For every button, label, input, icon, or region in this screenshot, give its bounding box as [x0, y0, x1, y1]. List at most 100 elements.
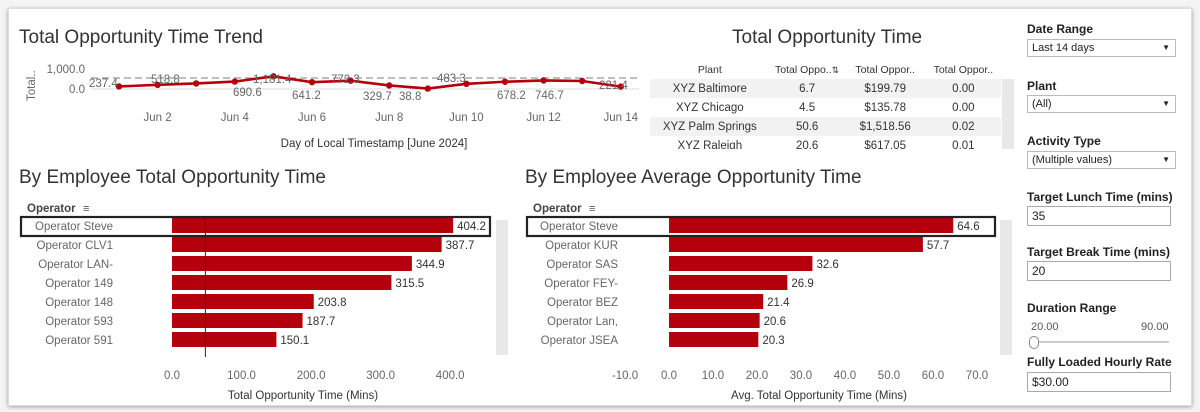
emp-total-x-axis-title: Total Opportunity Time (Mins) — [228, 390, 378, 402]
bar[interactable] — [669, 332, 759, 347]
operator-label[interactable]: Operator 148 — [45, 297, 113, 309]
operator-label[interactable]: Operator BEZ — [547, 297, 618, 309]
duration-range-min-handle[interactable] — [1029, 336, 1039, 349]
bar-value-label: 20.3 — [762, 335, 784, 347]
trend-point[interactable] — [386, 82, 393, 89]
trend-point-label: 518.8 — [151, 74, 180, 86]
trend-point[interactable] — [154, 81, 161, 89]
total-table[interactable]: Plant Total Oppo..⇅ Total Oppor.. Total … — [650, 61, 1001, 149]
table-cell: $617.05 — [864, 139, 906, 150]
sort-icon[interactable]: ≡ — [83, 203, 89, 215]
trend-series-line — [118, 75, 621, 90]
sort-icon: ⇅ — [831, 65, 840, 75]
bar-value-label: 64.6 — [957, 221, 979, 233]
operator-label[interactable]: Operator 149 — [45, 278, 113, 290]
bar[interactable] — [669, 256, 813, 271]
x-tick: 50.0 — [878, 370, 900, 382]
trend-point[interactable] — [115, 83, 123, 90]
trend-point[interactable] — [540, 77, 547, 84]
bar-value-label: 203.8 — [318, 297, 347, 309]
operator-label[interactable]: Operator Lan, — [547, 316, 618, 328]
table-cell-plant: XYZ Palm Springs — [650, 117, 770, 136]
bar[interactable] — [172, 313, 303, 328]
target-break-label: Target Break Time (mins) — [1027, 245, 1170, 259]
activity-type-dropdown[interactable]: (Multiple values) ▼ — [1027, 151, 1176, 169]
trend-point-label: 746.7 — [535, 90, 564, 102]
x-tick: 30.0 — [790, 370, 812, 382]
operator-label[interactable]: Operator Steve — [35, 221, 113, 233]
hourly-rate-input[interactable]: $30.00 — [1027, 372, 1171, 392]
chevron-down-icon: ▼ — [1162, 99, 1170, 108]
bar[interactable] — [172, 294, 314, 309]
table-cell: 0.00 — [925, 79, 1001, 98]
emp-avg-title: By Employee Average Opportunity Time — [525, 167, 862, 188]
emp-total-chart[interactable]: Operator ≡ Operator Steve 404.2 Operator C… — [9, 197, 509, 403]
trend-point[interactable] — [501, 78, 509, 85]
header-total-opp-cost[interactable]: Total Oppor.. — [855, 64, 915, 76]
duration-range-min: 20.00 — [1031, 321, 1059, 333]
total-table-scrollbar[interactable] — [1002, 79, 1014, 149]
trend-point[interactable] — [347, 77, 354, 84]
bar[interactable] — [669, 275, 788, 290]
operator-label[interactable]: Operator JSEA — [541, 335, 619, 347]
table-row[interactable]: XYZ Baltimore 6.7 $199.79 0.00 — [650, 79, 1001, 98]
emp-avg-operator-header[interactable]: Operator — [533, 203, 582, 215]
date-range-dropdown[interactable]: Last 14 days ▼ — [1027, 39, 1176, 57]
trend-point-label: 221.4 — [599, 80, 628, 92]
trend-point[interactable] — [617, 83, 624, 90]
plant-value: (All) — [1032, 98, 1052, 110]
x-tick: 70.0 — [966, 370, 988, 382]
table-cell: $199.79 — [844, 79, 926, 98]
operator-label[interactable]: Operator KUR — [545, 240, 618, 252]
duration-range-max: 90.00 — [1141, 321, 1169, 333]
operator-label[interactable]: Operator FEY- — [544, 278, 618, 290]
trend-point[interactable] — [231, 78, 238, 85]
x-tick: 400.0 — [436, 370, 465, 382]
table-row[interactable]: XYZ Palm Springs 50.6 $1,518.56 0.02 — [650, 117, 1001, 136]
hourly-rate-label: Fully Loaded Hourly Rate — [1027, 355, 1172, 369]
duration-range-track[interactable] — [1031, 341, 1169, 343]
bar[interactable] — [172, 237, 442, 252]
chevron-down-icon: ▼ — [1162, 155, 1170, 164]
trend-point[interactable] — [308, 78, 316, 86]
table-row[interactable]: XYZ Chicago 4.5 $135.78 0.00 — [650, 98, 1001, 117]
target-break-input[interactable]: 20 — [1027, 261, 1171, 281]
bar[interactable] — [172, 275, 392, 290]
operator-label[interactable]: Operator SAS — [546, 259, 618, 271]
target-lunch-input[interactable]: 35 — [1027, 206, 1171, 226]
x-tick: 100.0 — [227, 370, 256, 382]
trend-point[interactable] — [193, 80, 200, 87]
operator-label[interactable]: Operator 593 — [45, 316, 113, 328]
trend-point-label: 483.3 — [437, 73, 466, 85]
trend-y-tick: 0.0 — [69, 84, 85, 96]
emp-avg-chart[interactable]: Operator ≡ Operator Steve 64.6 Operator KU… — [514, 197, 1014, 403]
bar[interactable] — [172, 332, 277, 347]
operator-label[interactable]: Operator LAN- — [38, 259, 113, 271]
trend-point-label: 329.7 — [363, 91, 392, 103]
emp-total-title: By Employee Total Opportunity Time — [19, 167, 326, 188]
header-total-opp-mins[interactable]: Total Oppo..⇅ — [770, 61, 845, 79]
operator-label[interactable]: Operator 591 — [45, 335, 113, 347]
bar[interactable] — [669, 218, 954, 233]
trend-point[interactable] — [424, 85, 431, 92]
table-row[interactable]: XYZ Raleigh 20.6 $617.05 0.01 — [650, 136, 1001, 150]
plant-dropdown[interactable]: (All) ▼ — [1027, 95, 1176, 113]
bar[interactable] — [669, 237, 923, 252]
bar[interactable] — [172, 218, 454, 233]
sort-icon[interactable]: ≡ — [589, 203, 595, 215]
trend-point[interactable] — [463, 80, 470, 88]
bar[interactable] — [669, 294, 764, 309]
table-cell: 4.5 — [799, 101, 816, 114]
emp-total-operator-header[interactable]: Operator — [27, 203, 76, 215]
table-cell: 0.02 — [925, 117, 1001, 136]
header-total-opp-other[interactable]: Total Oppor.. — [933, 64, 994, 76]
operator-label[interactable]: Operator Steve — [540, 221, 618, 233]
table-cell-plant: XYZ Baltimore — [650, 79, 770, 98]
operator-label[interactable]: Operator CLV1 — [37, 240, 114, 252]
header-plant[interactable]: Plant — [697, 64, 722, 76]
bar[interactable] — [669, 313, 760, 328]
bar[interactable] — [172, 256, 412, 271]
trend-point[interactable] — [579, 77, 586, 85]
trend-chart[interactable]: Total.. 1,000.0 0.0 237.4 518.8 690.61,181… — [9, 49, 649, 159]
trend-point[interactable] — [270, 73, 277, 80]
